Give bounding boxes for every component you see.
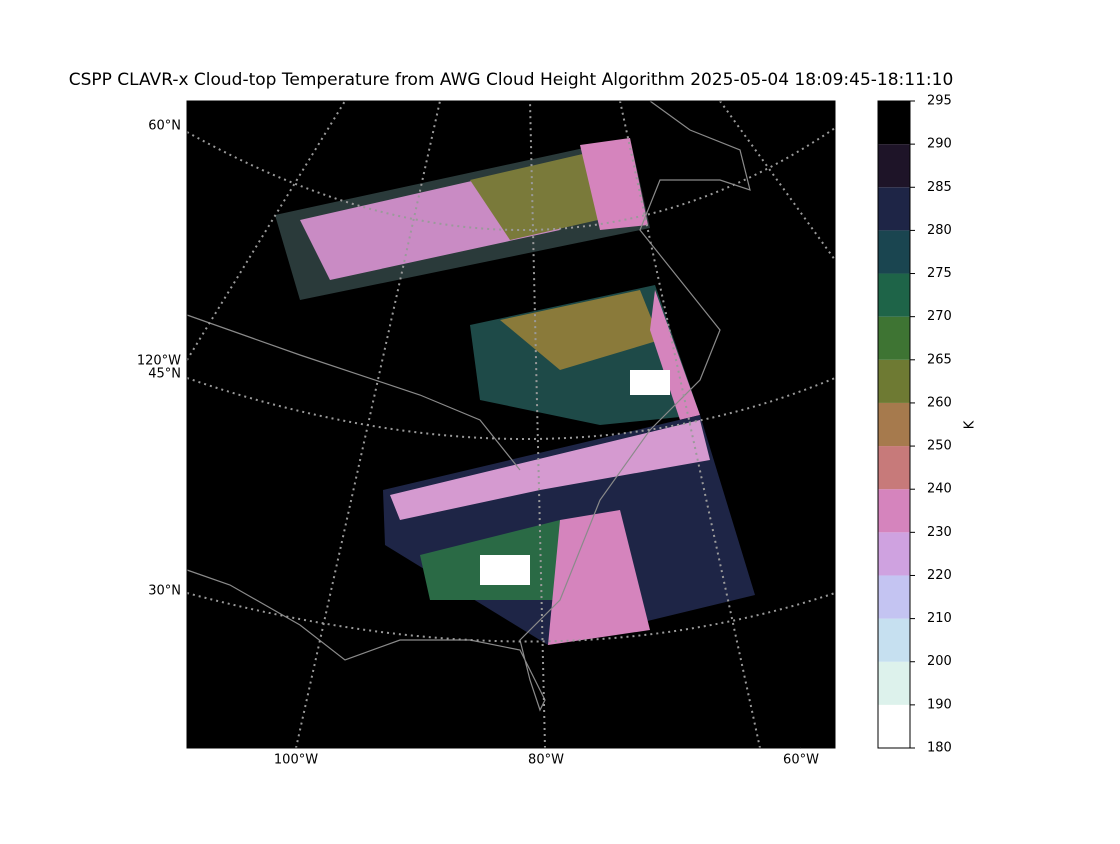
swath-cloud <box>390 420 710 520</box>
graticule <box>186 377 836 440</box>
colorbar-tick-label: 190 <box>927 697 952 712</box>
colorbar-segment <box>878 230 910 274</box>
colorbar-segment <box>878 618 910 662</box>
colorbar-segment <box>878 402 910 447</box>
colorbar-segment <box>878 532 910 576</box>
graticule <box>186 127 836 231</box>
colorbar-segment <box>878 101 910 145</box>
colorbar-tick-label: 280 <box>927 223 952 238</box>
colorbar-segment <box>878 359 910 403</box>
coastline <box>186 100 751 712</box>
colorbar-segment <box>878 273 910 317</box>
swath-cloud <box>470 150 620 240</box>
colorbar-segment <box>878 575 910 619</box>
border <box>186 314 521 471</box>
graticule <box>619 100 761 749</box>
colorbar-tick-label: 230 <box>927 525 952 540</box>
colorbar-tick-label: 220 <box>927 568 952 583</box>
colorbar-segment <box>878 489 910 533</box>
map-frame <box>186 100 836 749</box>
swath-cold <box>630 370 670 395</box>
colorbar-segment <box>878 704 910 748</box>
graticule <box>186 100 346 361</box>
colorbar-tick-label: 200 <box>927 654 952 669</box>
graticule <box>186 592 836 643</box>
lat-label: 45°N <box>148 367 181 382</box>
colorbar-tick-label: 275 <box>927 266 952 281</box>
lon-label: 80°W <box>528 753 564 768</box>
title: CSPP CLAVR-x Cloud-top Temperature from … <box>69 70 954 90</box>
colorbar-tick-label: 270 <box>927 309 952 324</box>
swath-cold <box>480 555 530 585</box>
swath-cloud <box>500 290 660 370</box>
lat-label: 60°N <box>148 119 181 134</box>
colorbar-segment <box>878 144 910 188</box>
colorbar-tick-label: 210 <box>927 611 952 626</box>
colorbar-tick-label: 240 <box>927 482 952 497</box>
colorbar-tick-label: 285 <box>927 180 952 195</box>
swath-cloud <box>580 138 648 230</box>
graticule <box>295 100 441 749</box>
lat-label: 30°N <box>148 584 181 599</box>
colorbar-segment <box>878 187 910 231</box>
colorbar-tick-label: 260 <box>927 395 952 410</box>
colorbar-segment <box>878 316 910 360</box>
map <box>186 100 836 749</box>
colorbar-tick-label: 290 <box>927 137 952 152</box>
lon-label: 100°W <box>274 753 318 768</box>
colorbar-segment <box>878 661 910 705</box>
swath-cloud <box>548 510 650 645</box>
colorbar-label: K <box>963 420 978 429</box>
colorbar-tick-label: 295 <box>927 94 952 109</box>
colorbar-frame <box>877 100 911 749</box>
colorbar-tick-label: 265 <box>927 352 952 367</box>
lon-label: 120°W <box>137 354 181 369</box>
colorbar-tick-label: 180 <box>927 741 952 756</box>
colorbar-tick-label: 250 <box>927 439 952 454</box>
lon-label: 60°W <box>783 753 819 768</box>
colorbar-segment <box>878 446 910 490</box>
graticule <box>719 100 836 261</box>
